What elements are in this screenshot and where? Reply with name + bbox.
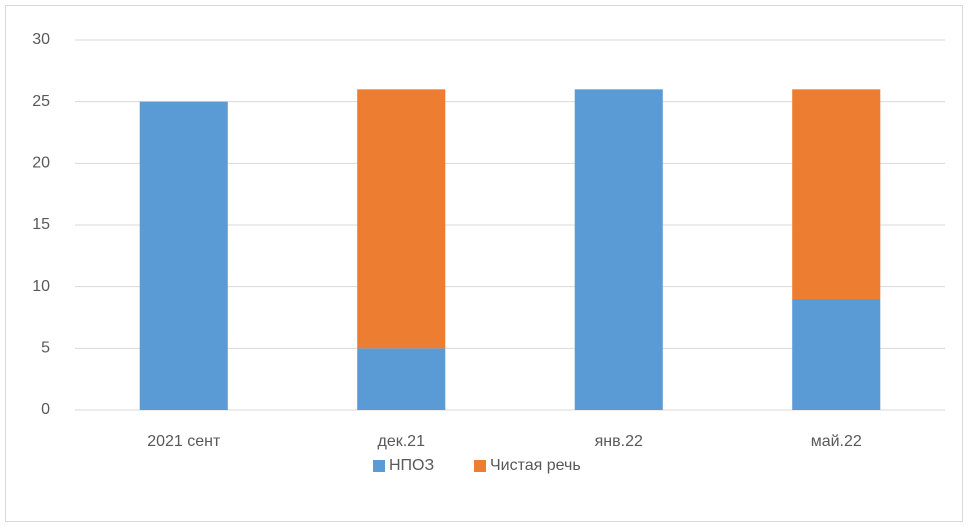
legend-label: Чистая речь xyxy=(490,457,581,474)
legend-swatch xyxy=(474,460,486,472)
bar-segment xyxy=(139,101,228,411)
x-tick-label: май.22 xyxy=(811,433,862,450)
y-tick-label: 0 xyxy=(41,401,50,418)
legend-swatch xyxy=(373,460,385,472)
x-tick-label: янв.22 xyxy=(595,433,643,450)
x-tick-label: дек.21 xyxy=(378,433,426,450)
y-tick-label: 30 xyxy=(32,31,50,48)
bar-segment xyxy=(357,348,446,410)
y-tick-label: 25 xyxy=(32,93,50,110)
bar-segment xyxy=(574,89,663,410)
legend-label: НПОЗ xyxy=(389,457,434,474)
y-tick-label: 5 xyxy=(41,340,50,357)
x-tick-label: 2021 сент xyxy=(147,433,221,450)
y-tick-label: 15 xyxy=(32,216,50,233)
bar-segment xyxy=(792,299,881,410)
y-tick-label: 20 xyxy=(32,155,50,172)
bar-segment xyxy=(357,89,446,349)
y-tick-label: 10 xyxy=(32,278,50,295)
bar-segment xyxy=(792,89,881,299)
